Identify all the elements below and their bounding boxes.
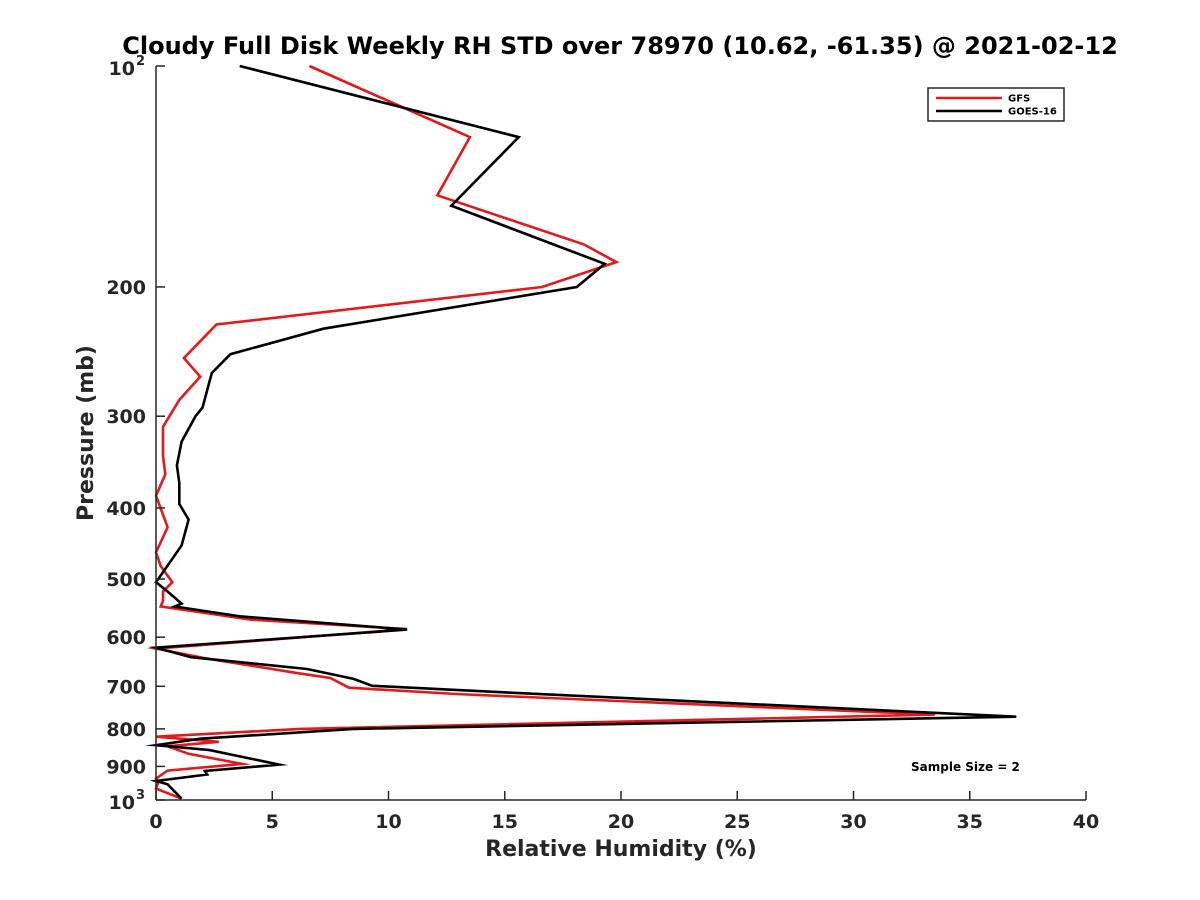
series-line-gfs	[146, 64, 935, 800]
plot-area: 0 5 10 15 20 25 30 35 40 10 220030040050060070080…	[106, 54, 1099, 833]
y-tick-label-2: 300	[106, 406, 146, 428]
x-tick-label-6: 30	[840, 811, 866, 833]
y-tick-label-6: 700	[106, 676, 146, 698]
series-line-goes-16	[145, 64, 1017, 800]
x-tick-label-2: 10	[375, 811, 401, 833]
y-tick-exponent-9: 3	[136, 788, 145, 803]
legend-box	[927, 87, 1065, 122]
legend: GFS GOES-16	[927, 87, 1065, 122]
x-tick-label-1: 5	[266, 811, 279, 833]
y-tick-label-1: 200	[106, 277, 146, 299]
x-axis-label: Relative Humidity (%)	[485, 837, 757, 862]
x-tick-label-5: 25	[724, 811, 750, 833]
y-tick-exponent-0: 2	[136, 54, 145, 69]
y-tick-label-3: 400	[106, 498, 146, 520]
x-tick-label-4: 20	[608, 811, 634, 833]
sample-size-annotation: Sample Size = 2	[911, 760, 1020, 774]
y-tick-label-7: 800	[106, 719, 146, 741]
y-tick-label-8: 900	[106, 756, 146, 778]
chart-title: Cloudy Full Disk Weekly RH STD over 7897…	[122, 32, 1118, 60]
series-layer	[145, 64, 1017, 800]
x-tick-label-7: 35	[957, 811, 983, 833]
y-tick-label-0: 10	[109, 58, 135, 80]
y-tick-label-9: 10	[109, 792, 135, 814]
y-tick-label-5: 600	[106, 627, 146, 649]
x-tick-label-0: 0	[149, 811, 162, 833]
y-axis-label: Pressure (mb)	[74, 345, 99, 521]
x-tick-label-3: 15	[492, 811, 518, 833]
legend-label-goes-16: GOES-16	[1008, 107, 1057, 118]
y-tick-label-4: 500	[106, 569, 146, 591]
legend-label-gfs: GFS	[1008, 94, 1030, 105]
x-ticks: 0 5 10 15 20 25 30 35 40	[149, 791, 1099, 833]
x-tick-label-8: 40	[1073, 811, 1099, 833]
